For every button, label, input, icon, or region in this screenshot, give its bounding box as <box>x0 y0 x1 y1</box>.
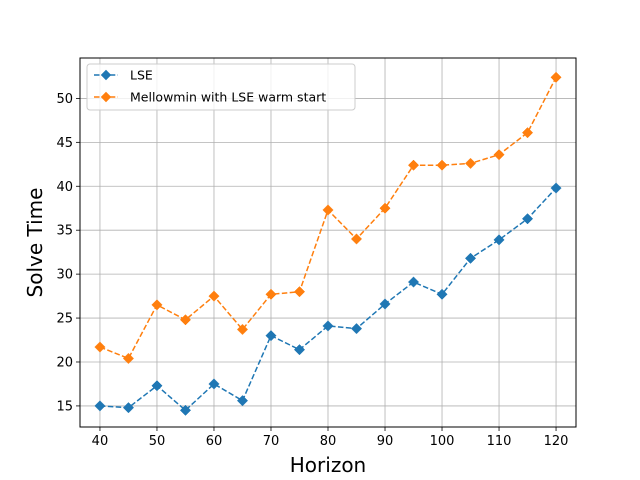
grid <box>80 58 576 427</box>
data-point-mellowmin-115 <box>521 127 534 139</box>
data-point-lse-70 <box>265 330 277 342</box>
legend-entry-lse: LSE <box>94 68 153 83</box>
data-point-lse-85 <box>350 323 363 335</box>
legend-label-mellowmin: Mellowmin with LSE warm start <box>130 90 326 105</box>
data-point-lse-75 <box>293 344 306 356</box>
legend-entry-mellowmin: Mellowmin with LSE warm start <box>94 90 326 105</box>
data-point-lse-90 <box>379 298 391 310</box>
x-tick-label-60: 60 <box>206 434 223 449</box>
y-axis-title: Solve Time <box>23 188 47 298</box>
data-point-lse-55 <box>179 404 192 416</box>
y-tick-label-25: 25 <box>56 312 73 327</box>
data-point-mellowmin-40 <box>94 341 106 353</box>
data-point-lse-115 <box>521 213 534 225</box>
data-point-lse-95 <box>407 276 420 288</box>
legend: LSE Mellowmin with LSE warm start <box>86 63 356 111</box>
x-tick-label-50: 50 <box>149 434 166 449</box>
y-tick-label-20: 20 <box>56 355 73 370</box>
data-point-lse-105 <box>464 252 477 264</box>
data-point-lse-120 <box>550 182 562 194</box>
x-tick-label-110: 110 <box>487 434 512 449</box>
series-line-lse <box>99 187 557 412</box>
data-point-mellowmin-85 <box>350 233 363 245</box>
x-tick-label-80: 80 <box>320 434 337 449</box>
data-point-mellowmin-90 <box>379 202 391 214</box>
y-tick-label-50: 50 <box>56 92 73 107</box>
axis-ticks: 40 50 60 70 80 90 100 110 120 15 20 25 30 35 40 45 50 <box>56 92 568 449</box>
x-tick-label-100: 100 <box>430 434 455 449</box>
series-lse <box>94 182 562 416</box>
legend-label-lse: LSE <box>130 68 153 83</box>
x-tick-label-40: 40 <box>92 434 109 449</box>
series-layer <box>94 71 562 416</box>
data-point-mellowmin-70 <box>265 288 277 300</box>
data-point-mellowmin-50 <box>151 299 163 311</box>
data-point-mellowmin-75 <box>293 286 306 298</box>
y-tick-label-40: 40 <box>56 180 73 195</box>
y-tick-label-45: 45 <box>56 136 73 151</box>
data-point-lse-60 <box>208 378 220 390</box>
x-axis-title: Horizon <box>290 453 366 477</box>
data-point-lse-65 <box>236 395 249 407</box>
data-point-mellowmin-110 <box>493 149 505 161</box>
data-point-lse-80 <box>322 320 334 332</box>
data-point-mellowmin-55 <box>179 314 192 326</box>
data-point-mellowmin-60 <box>208 290 220 302</box>
x-tick-label-70: 70 <box>263 434 280 449</box>
data-point-mellowmin-80 <box>322 204 334 216</box>
legend-marker-mellowmin <box>100 91 112 103</box>
series-mellowmin <box>94 71 562 365</box>
legend-box <box>86 63 356 111</box>
x-tick-label-90: 90 <box>377 434 394 449</box>
data-point-mellowmin-120 <box>550 71 562 83</box>
y-tick-label-15: 15 <box>56 399 73 414</box>
data-point-lse-50 <box>151 380 163 392</box>
data-point-mellowmin-65 <box>236 323 249 336</box>
data-point-lse-110 <box>493 234 505 246</box>
data-point-mellowmin-45 <box>122 352 135 365</box>
data-point-lse-40 <box>94 400 106 412</box>
data-point-mellowmin-95 <box>407 159 420 171</box>
y-tick-label-35: 35 <box>56 224 73 239</box>
y-tick-label-30: 30 <box>56 268 73 283</box>
x-tick-label-120: 120 <box>544 434 569 449</box>
data-point-lse-45 <box>122 402 135 414</box>
data-point-lse-100 <box>436 288 448 300</box>
data-point-mellowmin-100 <box>436 159 448 171</box>
legend-marker-lse <box>100 69 112 81</box>
data-point-mellowmin-105 <box>464 157 477 169</box>
